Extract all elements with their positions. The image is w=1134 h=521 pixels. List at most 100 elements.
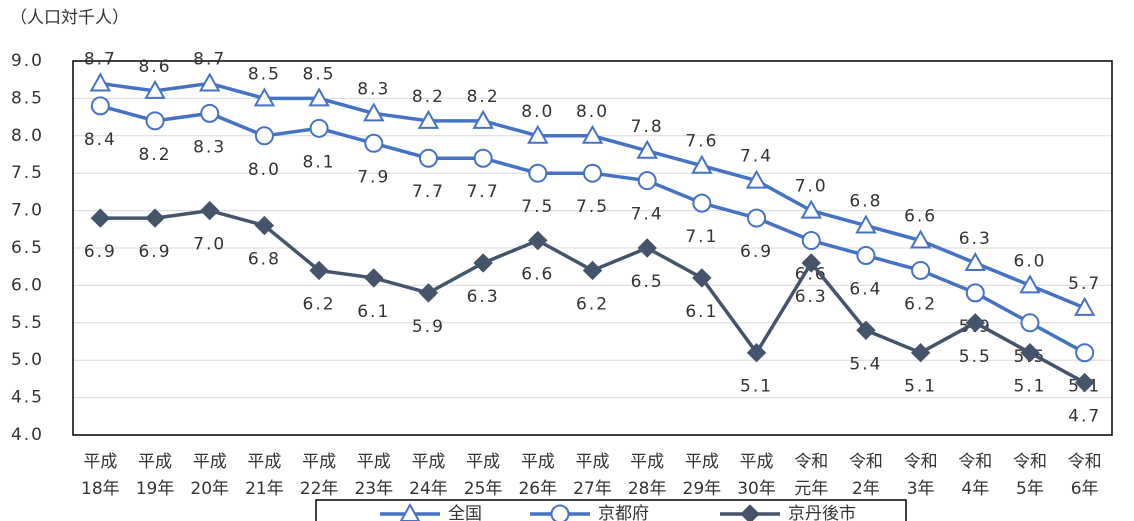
data-label: 6.6 [904,207,937,227]
data-label: 6.9 [139,242,172,262]
data-point [1075,343,1095,363]
data-point [581,124,604,144]
data-point [745,169,768,189]
data-label: 8.2 [467,87,500,107]
data-label: 6.2 [576,294,609,314]
data-point [90,208,111,228]
data-label: 8.2 [412,87,445,107]
data-label: 7.4 [740,147,773,167]
data-label: 7.5 [576,197,609,217]
data-label: 8.3 [357,79,390,99]
data-label: 8.0 [576,102,609,122]
data-point [692,193,712,213]
x-tick-label: 令和 2年 [849,452,883,499]
y-tick-label: 7.0 [11,201,44,221]
data-point [364,133,384,153]
data-point [254,215,275,236]
plot-frame [72,60,1113,436]
y-tick-label: 6.0 [11,275,44,295]
x-tick-label: 平成 28年 [628,452,667,499]
legend-label: 京都府 [598,504,649,521]
data-point [309,118,329,138]
data-label: 7.4 [631,205,664,225]
y-tick-label: 8.0 [11,126,44,146]
data-label: 6.8 [248,250,281,270]
x-tick-label: 平成 29年 [683,452,722,499]
data-point [965,283,985,303]
data-point [417,109,440,129]
data-point [418,283,439,303]
data-label: 7.7 [412,182,445,202]
data-label: 8.4 [84,130,117,150]
y-tick-label: 5.5 [11,313,44,333]
legend-marker [399,502,421,521]
data-point [965,313,985,333]
data-point [856,320,876,340]
data-point [473,253,493,273]
data-label: 5.4 [849,354,882,374]
data-label: 6.2 [904,294,937,314]
data-point [90,96,110,116]
x-tick-label: 令和 4年 [958,452,992,499]
x-tick-label: 平成 18年 [81,452,120,499]
data-point [200,200,220,221]
x-tick-label: 平成 30年 [737,452,776,499]
data-label: 8.7 [84,49,117,69]
data-label: 7.6 [685,132,718,152]
y-tick-label: 9.0 [11,51,44,71]
data-label: 6.9 [740,242,773,262]
data-point [1020,343,1040,363]
data-label: 6.9 [84,242,117,262]
data-point [911,260,931,280]
data-point [1019,274,1041,294]
data-point [309,260,329,281]
data-point [801,231,821,251]
data-label: 8.5 [248,64,281,84]
data-point [636,139,658,159]
data-label: 8.2 [139,145,172,165]
data-label: 7.0 [193,235,226,255]
data-point [200,103,220,123]
y-axis-label: （人口対千人） [10,8,129,28]
data-label: 8.3 [193,137,226,157]
x-tick-label: 平成 23年 [354,452,393,499]
data-label: 4.7 [1068,407,1101,427]
data-point [363,102,385,122]
data-point [747,208,767,228]
data-label: 6.0 [1013,251,1046,271]
data-point [801,253,821,273]
data-point [637,238,657,258]
legend-label: 京丹後市 [788,504,856,521]
data-label: 7.0 [795,177,828,197]
legend-marker [550,504,570,521]
data-label: 5.1 [740,377,773,397]
data-label: 6.1 [357,302,390,322]
x-tick-label: 平成 25年 [464,452,503,499]
data-point [145,111,165,131]
data-point [199,72,221,92]
legend-label: 全国 [448,504,482,521]
data-label: 5.1 [904,377,937,397]
data-point [691,154,713,174]
data-label: 6.8 [849,192,882,212]
y-tick-label: 4.0 [11,425,44,445]
data-label: 6.4 [849,279,882,299]
x-tick-label: 平成 20年 [190,452,229,499]
y-tick-label: 8.5 [11,88,44,108]
data-label: 7.1 [685,227,718,247]
data-point [528,163,548,183]
data-point [855,214,877,234]
data-label: 6.3 [467,287,500,307]
data-label: 6.6 [521,265,554,285]
data-label: 8.0 [521,102,554,122]
data-label: 8.7 [193,49,226,69]
data-point [364,268,384,288]
x-tick-label: 令和元年 [794,452,828,499]
data-label: 7.8 [631,117,664,137]
data-point [145,208,165,228]
data-point [583,163,602,183]
data-label: 7.5 [521,197,554,217]
x-tick-label: 令和 5年 [1013,452,1047,499]
data-point [910,343,931,363]
